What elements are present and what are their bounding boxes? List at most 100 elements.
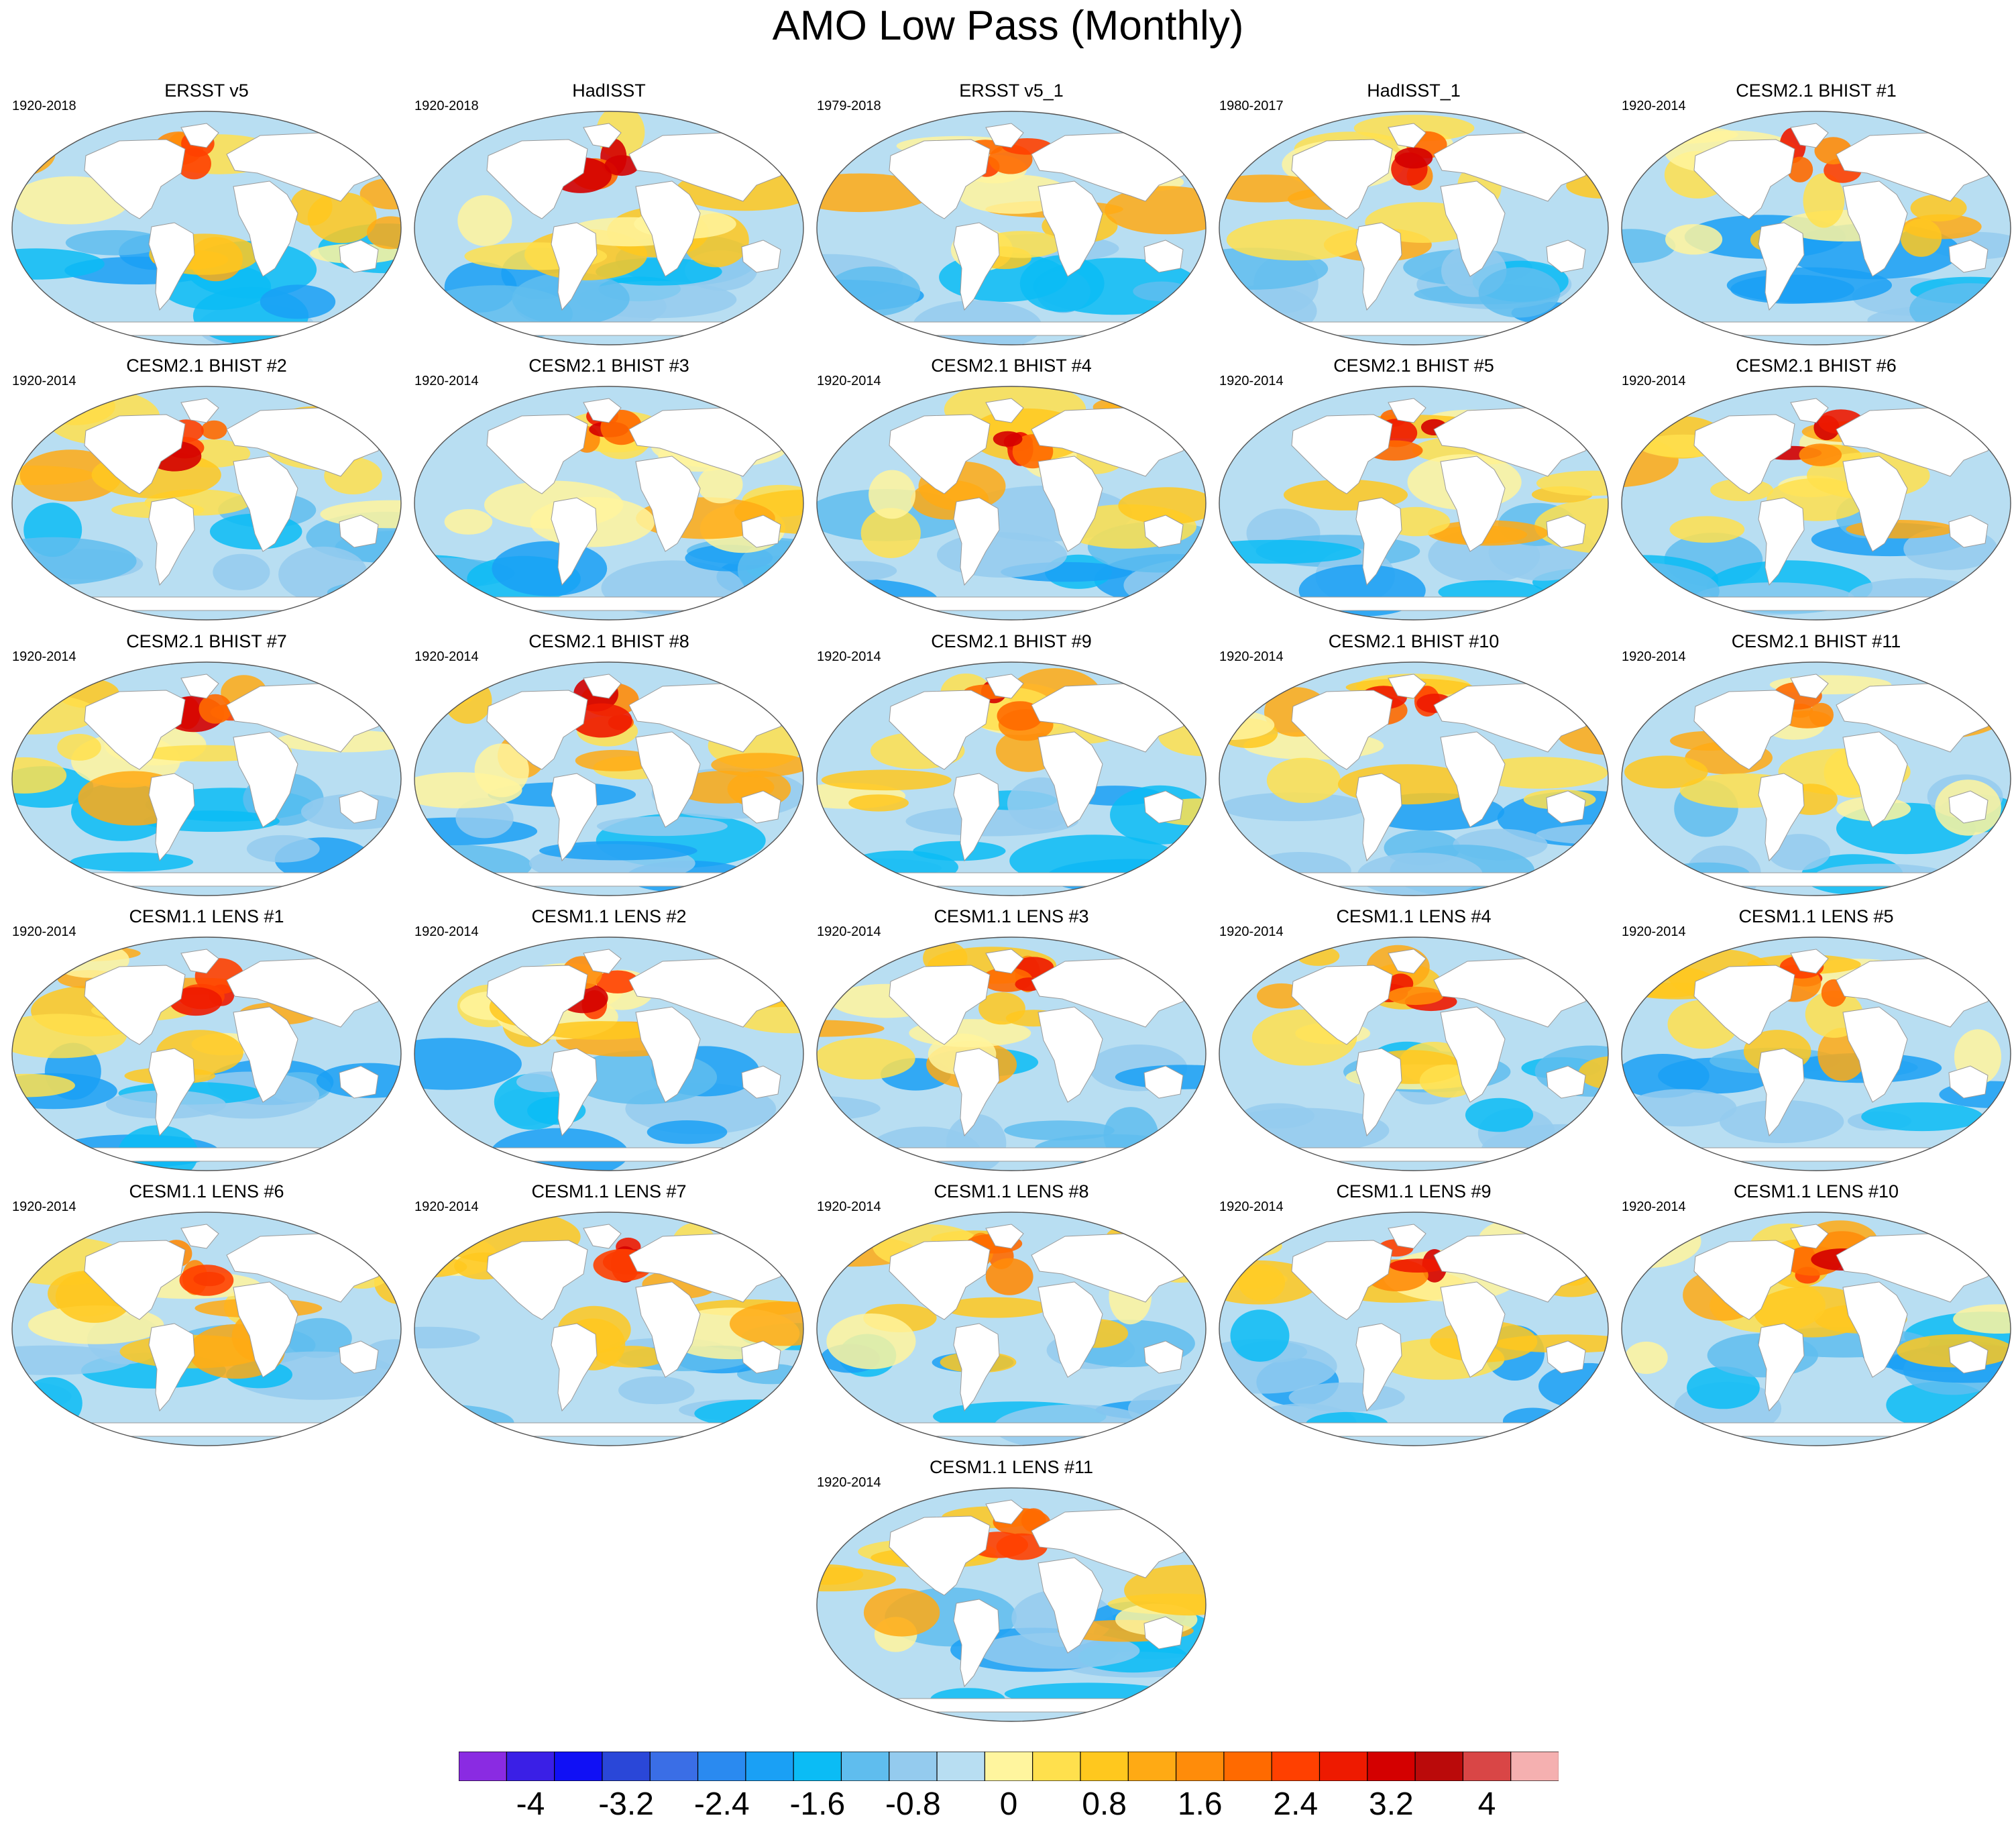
south-america-shape — [1758, 497, 1805, 586]
south-america-shape — [1758, 1048, 1805, 1137]
map-panel: HadISST 1920-2018 — [408, 81, 810, 356]
south-america-shape — [551, 1323, 598, 1412]
colorbar-swatch — [1175, 1752, 1225, 1781]
panel-period: 1920-2014 — [12, 374, 76, 388]
greenland-shape — [1790, 123, 1829, 148]
map-field — [414, 386, 804, 621]
map-border — [11, 386, 402, 621]
north-america-shape — [486, 139, 588, 219]
map-field — [414, 1212, 804, 1446]
south-america-shape — [148, 497, 195, 586]
map-panel: CESM1.1 LENS #1 1920-2014 — [5, 906, 408, 1181]
colorbar-swatch — [1367, 1752, 1416, 1781]
map-border — [1219, 111, 1609, 345]
north-america-shape — [889, 965, 991, 1045]
north-america-shape — [1693, 414, 1795, 494]
africa-shape — [233, 1281, 298, 1378]
colorbar-tick-label: 0 — [999, 1786, 1018, 1822]
antarctica-shape — [1654, 596, 1978, 611]
colorbar-tick-label: 3.2 — [1369, 1786, 1414, 1822]
antarctica-shape — [1654, 1422, 1978, 1437]
map-border — [11, 1212, 402, 1446]
australia-shape — [1143, 515, 1184, 548]
north-america-shape — [486, 414, 588, 494]
map-field — [414, 661, 804, 896]
map-panel: CESM1.1 LENS #9 1920-2014 — [1213, 1181, 1615, 1456]
australia-shape — [1143, 790, 1184, 824]
africa-shape — [1038, 731, 1103, 828]
map-border — [1621, 1212, 2011, 1446]
australia-shape — [1948, 790, 1989, 824]
sst-field — [1219, 937, 1608, 1171]
map-border — [816, 111, 1207, 345]
sst-field — [12, 1212, 401, 1446]
africa-shape — [1842, 180, 1908, 277]
map-panel: CESM1.1 LENS #6 1920-2014 — [5, 1181, 408, 1456]
panel-title: CESM2.1 BHIST #7 — [126, 631, 287, 651]
greenland-shape — [985, 949, 1024, 974]
map-field — [414, 936, 804, 1171]
colorbar-tick-label: -0.8 — [885, 1786, 941, 1822]
antarctica-shape — [1251, 321, 1576, 336]
antarctica-shape — [447, 321, 771, 336]
antarctica-shape — [447, 596, 771, 611]
north-america-shape — [486, 965, 588, 1045]
north-america-shape — [1291, 965, 1393, 1045]
greenland-shape — [1388, 949, 1426, 974]
australia-shape — [741, 790, 781, 824]
map-field — [816, 386, 1207, 621]
panel-title: ERSST v5_1 — [959, 81, 1064, 101]
antarctica-shape — [1654, 872, 1978, 887]
antarctica-shape — [44, 1147, 369, 1162]
south-america-shape — [551, 222, 598, 311]
africa-shape — [1842, 1006, 1908, 1103]
colorbar-tick-label: -3.2 — [598, 1786, 654, 1822]
panel-title: CESM2.1 BHIST #4 — [931, 356, 1092, 376]
south-america-shape — [148, 1048, 195, 1137]
north-america-shape — [1291, 690, 1393, 770]
map-panel: CESM1.1 LENS #7 1920-2014 — [408, 1181, 810, 1456]
map-field — [1621, 1212, 2011, 1446]
map-panel: HadISST_1 1980-2017 — [1213, 81, 1615, 356]
sst-field — [1219, 662, 1608, 896]
map-border — [1621, 661, 2011, 896]
sst-field — [1219, 1212, 1608, 1446]
panel-period: 1920-2014 — [1622, 924, 1686, 939]
north-america-shape — [889, 1240, 991, 1320]
africa-shape — [635, 731, 701, 828]
panel-period: 1920-2014 — [414, 924, 479, 939]
africa-shape — [1038, 455, 1103, 552]
map-border — [11, 936, 402, 1171]
colorbar-swatch — [984, 1752, 1033, 1781]
africa-shape — [1038, 180, 1103, 277]
sst-field — [12, 386, 401, 620]
south-america-shape — [148, 773, 195, 862]
map-panel: CESM2.1 BHIST #7 1920-2014 — [5, 631, 408, 906]
map-field — [816, 1212, 1207, 1446]
map-field — [414, 111, 804, 345]
panel-period: 1920-2014 — [414, 374, 479, 388]
map-panel: CESM1.1 LENS #11 1920-2014 — [810, 1457, 1213, 1732]
panel-period: 1920-2014 — [1622, 649, 1686, 664]
sst-field — [414, 662, 803, 896]
greenland-shape — [985, 123, 1024, 148]
south-america-shape — [953, 1323, 1000, 1412]
panel-title: CESM2.1 BHIST #9 — [931, 631, 1092, 651]
africa-shape — [1038, 1006, 1103, 1103]
greenland-shape — [583, 674, 622, 699]
map-field — [816, 661, 1207, 896]
sst-field — [1622, 662, 2011, 896]
south-america-shape — [551, 1048, 598, 1137]
africa-shape — [635, 1281, 701, 1378]
colorbar-swatch — [602, 1752, 651, 1781]
australia-shape — [339, 515, 379, 548]
map-panel: CESM2.1 BHIST #11 1920-2014 — [1615, 631, 2016, 906]
antarctica-shape — [1654, 321, 1978, 336]
map-border — [816, 936, 1207, 1171]
colorbar-swatch — [840, 1752, 890, 1781]
north-america-shape — [1291, 139, 1393, 219]
antarctica-shape — [44, 596, 369, 611]
antarctica-shape — [849, 1698, 1174, 1713]
greenland-shape — [583, 1224, 622, 1249]
antarctica-shape — [849, 321, 1174, 336]
